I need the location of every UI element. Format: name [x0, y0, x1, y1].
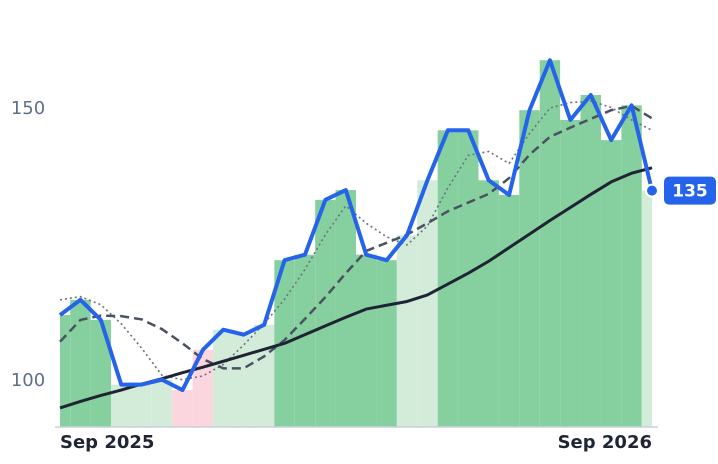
price-fill [70, 299, 91, 427]
price-fill [111, 384, 132, 427]
price-fill [458, 130, 479, 427]
price-fill [539, 60, 561, 428]
price-fill [151, 379, 173, 427]
price-fill [315, 199, 336, 427]
price-fill [580, 94, 601, 428]
price-fill [253, 324, 275, 427]
x-tick-label: Sep 2025 [60, 432, 154, 453]
last-value-label: 135 [672, 182, 708, 202]
last-point [645, 183, 659, 198]
price-fill [519, 110, 540, 427]
price-fill [417, 180, 438, 427]
price-fill [600, 140, 622, 427]
price-fill [172, 390, 193, 427]
price-fill [437, 130, 459, 427]
price-fill [621, 105, 642, 428]
price-fill [478, 180, 499, 427]
price-fill [335, 190, 356, 427]
price-fill [560, 119, 581, 427]
price-fill [60, 315, 71, 427]
price-fill [396, 235, 418, 427]
average-line [59, 100, 653, 381]
price-fill [294, 254, 316, 427]
price-fill [498, 194, 520, 427]
x-tick-label: Sep 2026 [558, 432, 652, 453]
price-line [58, 58, 654, 393]
price-fill [233, 334, 254, 427]
price-fill [376, 260, 397, 427]
price-fill [90, 319, 112, 427]
price-fill [641, 190, 652, 427]
price-fill [131, 384, 152, 427]
y-tick-label: 150 [11, 98, 45, 119]
price-fill [213, 329, 234, 427]
price-fill [356, 254, 377, 427]
y-tick-label: 100 [11, 370, 45, 391]
last-value-badge [664, 176, 716, 205]
